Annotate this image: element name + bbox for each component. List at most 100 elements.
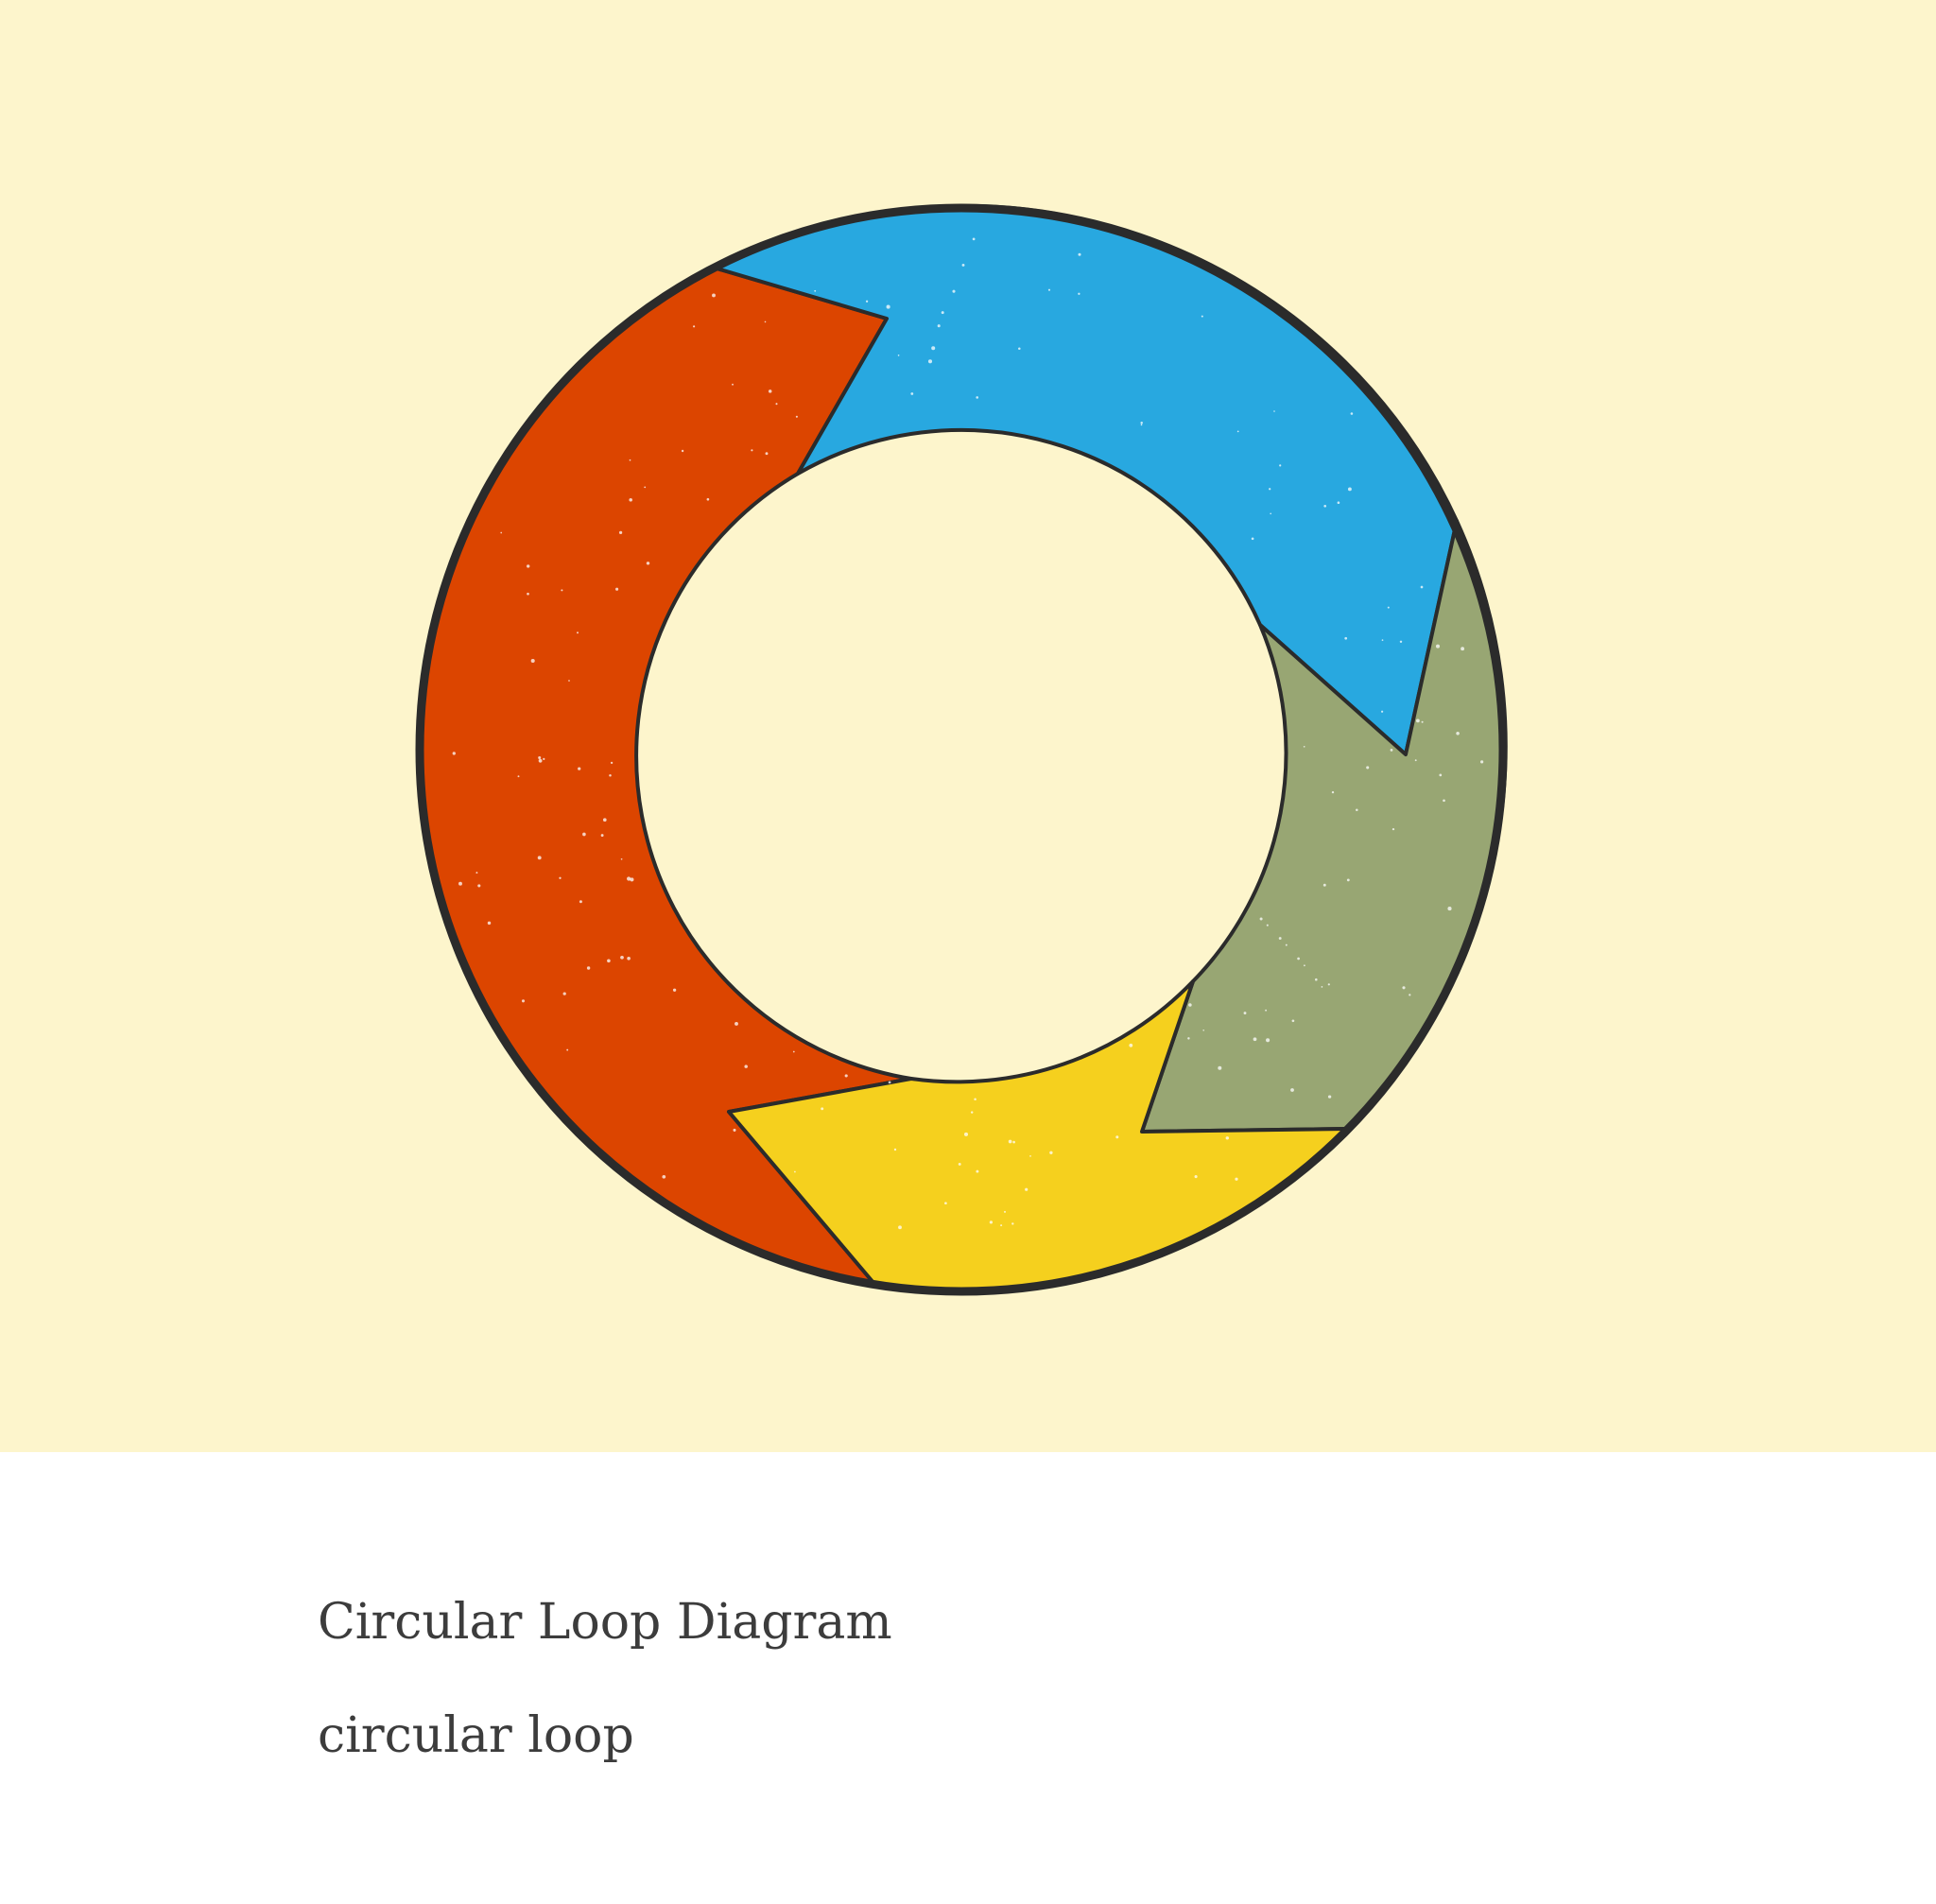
speck [1285,943,1288,946]
speck [500,531,503,534]
speck [517,775,520,778]
speck [1381,639,1384,641]
speck [814,289,817,292]
speck [627,956,631,961]
speck [1266,924,1269,926]
speck [1344,636,1348,640]
speck [646,562,650,565]
speck [1008,1139,1012,1144]
speck [1323,504,1327,508]
speck [706,497,710,501]
speck [865,300,869,303]
speck [477,884,481,888]
speck [1479,760,1484,764]
speck [1390,749,1393,752]
speck [1337,501,1340,505]
speck [1000,1224,1003,1227]
speck [927,359,933,364]
speck [1421,720,1424,723]
speck [1420,585,1424,589]
speck [1201,315,1203,318]
speck [1278,937,1282,940]
speck [794,1170,796,1173]
speck [1435,644,1441,649]
speck [1303,964,1305,967]
speck [1129,1043,1133,1047]
speck [775,403,778,406]
speck [888,1081,891,1084]
speck [1140,424,1143,426]
segment-blue [712,203,1459,756]
speck [733,1128,736,1132]
speck [1047,288,1051,291]
speck [1259,917,1263,921]
speck [1236,430,1239,433]
speck [1461,647,1465,651]
speck [1187,1037,1190,1040]
speck [1350,412,1354,415]
speck [1269,488,1271,491]
speck [972,237,976,241]
speck [1331,790,1335,794]
speck [582,832,586,837]
speck [1049,1151,1053,1154]
speck [458,881,462,886]
speck [1439,773,1443,777]
speck [1029,1155,1031,1157]
speck [662,1174,666,1179]
speck [538,758,543,763]
speck [970,1111,974,1114]
speck [1447,907,1452,911]
speck [792,1050,795,1053]
speck [1321,986,1323,988]
speckle-texture [452,237,1484,1230]
speck [886,304,890,309]
speck [610,761,614,765]
speck [615,587,619,591]
speck [561,589,563,592]
speck [1392,827,1395,831]
speck [1327,983,1330,986]
speck [893,1148,897,1151]
speck [1202,1030,1204,1031]
speck [1011,1222,1014,1225]
speck [630,877,634,882]
speck [732,383,734,386]
speck [1140,422,1143,424]
speck [744,1065,748,1068]
speck [712,293,716,298]
speck [765,452,769,456]
speck [681,449,684,453]
speck [1273,410,1275,412]
speck [487,921,492,926]
speck [898,1225,902,1230]
speck [602,818,607,822]
speck [527,564,530,568]
speck [1265,1009,1268,1012]
speck [976,1169,979,1173]
speck [1322,883,1326,887]
speck [1025,1187,1028,1191]
speck [1279,464,1282,467]
speck [1347,487,1352,492]
circular-loop-diagram [415,203,1508,1296]
speck [620,857,623,860]
speck [629,498,632,502]
speck [1266,1038,1270,1043]
speck [821,1107,824,1111]
speck [618,530,623,535]
speck [952,289,956,293]
speck [735,1021,738,1026]
speck [1194,1175,1198,1179]
speck [1414,759,1417,762]
speck [764,320,767,323]
outer-ring-outline [415,203,1508,1296]
speck [1078,292,1080,295]
speck [844,1074,848,1078]
speck [538,755,542,760]
speck [1012,1140,1015,1144]
speck [521,999,526,1003]
speck [976,396,979,399]
speck [1443,799,1445,803]
caption-title: Circular Loop Diagram [318,1594,892,1651]
